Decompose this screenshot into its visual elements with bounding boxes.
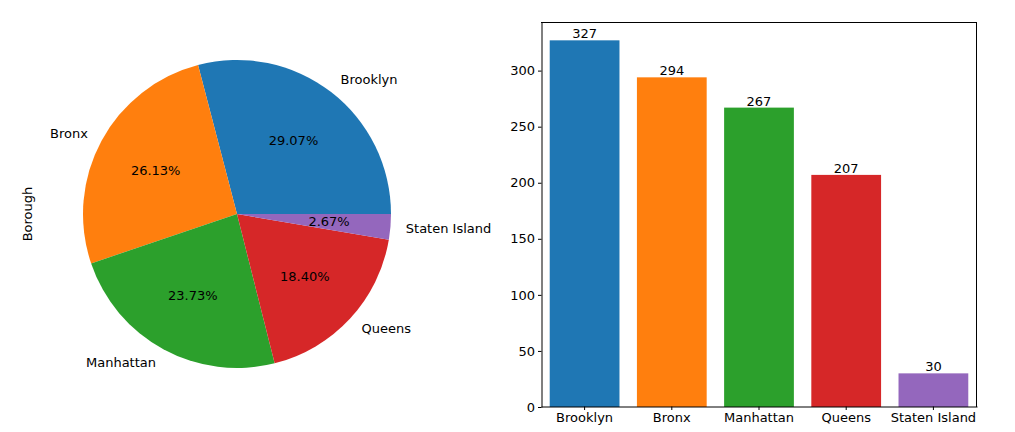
data-label: 294: [659, 63, 684, 78]
pie-slice: [237, 214, 391, 240]
pie-slices: [83, 60, 391, 368]
y-tick-label: 150: [510, 231, 535, 246]
y-tick-mark: [538, 295, 542, 296]
x-tick: Brooklyn: [556, 407, 613, 426]
bar: [811, 175, 881, 407]
y-tick-label: 200: [510, 175, 535, 190]
y-tick-label: 0: [527, 400, 535, 415]
y-axis-line: [542, 23, 543, 408]
y-tick: 150: [510, 231, 541, 246]
slice-label: Manhattan: [86, 355, 156, 370]
slice-percentage: 26.13%: [131, 163, 181, 178]
x-tick: Queens: [821, 407, 871, 426]
frame-top: [541, 22, 977, 23]
y-tick-mark: [538, 71, 542, 72]
y-tick-label: 50: [518, 344, 535, 359]
y-tick: 250: [510, 119, 541, 134]
y-tick-mark: [538, 183, 542, 184]
y-tick: 300: [510, 63, 541, 78]
bar: [899, 373, 969, 407]
pie-chart: Brooklyn 29.07% Bronx 26.13% Manhattan 23.73%…: [50, 60, 491, 370]
x-tick: Staten Island: [891, 407, 976, 426]
y-tick-mark: [538, 351, 542, 352]
bars: [550, 40, 969, 407]
bar-chart: 0 50 100 150 200 250 300 Brooklyn Bronx Manhattan…: [510, 22, 977, 425]
x-tick-label: Staten Island: [891, 410, 976, 425]
bar: [550, 40, 620, 407]
y-tick-mark: [538, 407, 542, 408]
slice-percentage: 29.07%: [269, 133, 319, 148]
x-tick: Bronx: [653, 407, 691, 426]
frame-right: [976, 22, 977, 407]
slice-percentage: 23.73%: [168, 288, 218, 303]
y-tick-label: 300: [510, 63, 535, 78]
y-tick-label: 100: [510, 288, 535, 303]
y-axis: 0 50 100 150 200 250 300: [510, 23, 542, 415]
x-tick-label: Brooklyn: [556, 410, 613, 425]
bar: [724, 108, 794, 407]
x-axis: Brooklyn Bronx Manhattan Queens Staten Islan…: [542, 407, 978, 426]
data-labels: 327 294 267 207 30: [572, 26, 941, 374]
x-tick-label: Queens: [821, 410, 871, 425]
y-tick-label: 250: [510, 119, 535, 134]
data-label: 327: [572, 26, 597, 41]
pie-slice: [237, 214, 389, 363]
slice-percentage: 2.67%: [308, 214, 349, 229]
y-tick: 50: [518, 344, 541, 359]
slice-label: Brooklyn: [341, 72, 398, 87]
bar: [637, 77, 707, 407]
y-tick-mark: [538, 239, 542, 240]
y-tick: 100: [510, 288, 541, 303]
y-tick-mark: [538, 127, 542, 128]
slice-percentage: 18.40%: [280, 269, 330, 284]
data-label: 267: [747, 94, 772, 109]
chart-canvas: Brooklyn 29.07% Bronx 26.13% Manhattan 23.73%…: [0, 0, 1015, 432]
x-tick: Manhattan: [724, 407, 794, 426]
y-tick: 0: [527, 400, 542, 415]
data-label: 30: [925, 359, 942, 374]
data-label: 207: [834, 161, 859, 176]
slice-label: Queens: [361, 321, 411, 336]
x-tick-label: Manhattan: [724, 410, 794, 425]
x-tick-label: Bronx: [653, 410, 691, 425]
y-axis-title: Borough: [20, 187, 35, 242]
y-tick: 200: [510, 175, 541, 190]
slice-label: Bronx: [50, 126, 88, 141]
slice-label: Staten Island: [406, 221, 491, 236]
